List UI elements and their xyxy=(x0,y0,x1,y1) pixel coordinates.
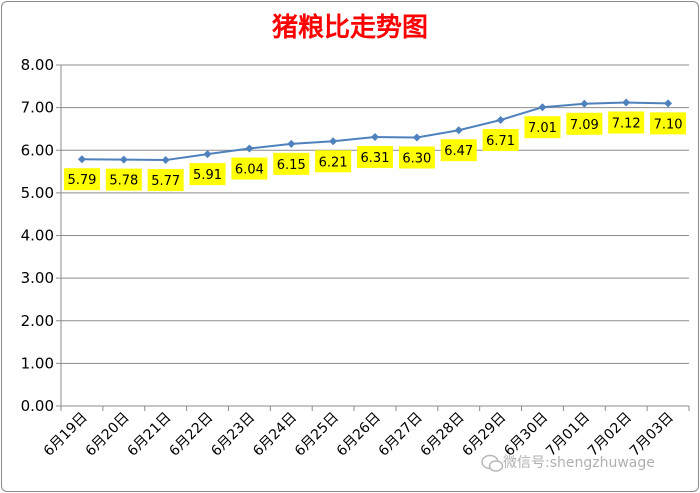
data-label-bg xyxy=(440,139,477,162)
data-label: 7.12 xyxy=(608,111,645,134)
data-label: 5.79 xyxy=(63,168,100,191)
y-axis: 0.00 1.00 2.00 3.00 4.00 5.00 6.00 7.00 8.00 xyxy=(21,56,62,415)
data-label: 6.71 xyxy=(482,128,519,151)
data-point xyxy=(580,99,589,108)
data-label-bg xyxy=(398,146,435,169)
data-label-bg xyxy=(105,168,142,191)
data-point xyxy=(412,133,421,142)
data-label: 5.78 xyxy=(105,168,142,191)
data-label-bg xyxy=(524,116,561,139)
data-labels: 5.79 5.78 5.77 5.91 6.04 6.15 6.21 6.31 6.30 6.47… xyxy=(63,111,687,192)
data-point xyxy=(77,155,86,164)
x-tick-label: 7月01日 xyxy=(543,410,593,460)
data-label-text: 7.12 xyxy=(612,117,641,132)
data-label: 6.30 xyxy=(398,146,435,169)
data-label-text: 5.79 xyxy=(67,173,96,188)
y-tick-label: 7.00 xyxy=(21,99,54,117)
data-label: 6.21 xyxy=(315,150,352,173)
data-point xyxy=(371,133,379,142)
data-point xyxy=(161,156,170,165)
data-label-bg xyxy=(566,112,603,135)
data-label-bg xyxy=(63,168,100,191)
data-label-bg xyxy=(273,152,310,175)
data-point xyxy=(329,137,338,146)
data-label-text: 7.09 xyxy=(570,118,599,133)
data-point xyxy=(664,99,673,108)
data-point xyxy=(245,144,254,153)
x-tick-label: 6月24日 xyxy=(250,410,300,460)
data-label-bg xyxy=(482,128,519,151)
data-point xyxy=(538,103,547,112)
data-point xyxy=(203,150,212,159)
data-label-bg xyxy=(189,163,226,186)
data-label: 6.04 xyxy=(231,157,268,180)
data-label-bg xyxy=(357,146,393,169)
x-tick-label: 6月29日 xyxy=(459,410,509,460)
x-axis: 6月19日6月20日6月21日6月22日6月23日6月24日6月25日6月26日… xyxy=(41,405,690,460)
data-label: 5.77 xyxy=(147,169,184,192)
data-label: 6.31 xyxy=(357,146,393,169)
x-tick-label: 6月27日 xyxy=(376,410,426,460)
x-tick-label: 6月20日 xyxy=(83,410,133,460)
data-label-text: 6.71 xyxy=(486,134,515,149)
data-label: 7.09 xyxy=(566,112,603,135)
data-point xyxy=(622,98,631,107)
data-label-text: 7.01 xyxy=(528,121,557,136)
data-label-text: 6.31 xyxy=(361,151,390,166)
y-tick-label: 1.00 xyxy=(21,354,54,372)
series-line xyxy=(77,98,673,165)
x-tick-label: 6月28日 xyxy=(418,410,468,460)
x-tick-label: 7月02日 xyxy=(585,410,635,460)
x-tick-label: 6月22日 xyxy=(166,410,216,460)
data-label: 7.01 xyxy=(524,116,561,139)
data-label: 6.15 xyxy=(273,152,310,175)
x-tick-label: 6月23日 xyxy=(208,410,258,460)
data-point xyxy=(454,126,463,135)
data-label-bg xyxy=(608,111,645,134)
x-tick-label: 6月26日 xyxy=(334,410,384,460)
data-label-text: 6.21 xyxy=(319,155,348,170)
data-point xyxy=(287,139,296,148)
wechat-icon xyxy=(481,454,504,472)
watermark: 微信号:shengzhuwage xyxy=(481,454,655,472)
y-tick-label: 6.00 xyxy=(21,141,54,159)
data-label-bg xyxy=(315,150,352,173)
x-tick-label: 6月30日 xyxy=(501,410,551,460)
data-label-text: 6.30 xyxy=(402,151,431,166)
x-tick-label: 6月19日 xyxy=(41,410,91,460)
data-label: 7.10 xyxy=(650,112,687,135)
y-tick-label: 2.00 xyxy=(21,312,54,330)
data-point xyxy=(119,155,128,164)
data-label-text: 5.77 xyxy=(151,174,180,189)
y-tick-label: 3.00 xyxy=(21,269,54,287)
data-label-text: 6.47 xyxy=(444,144,473,159)
data-label-text: 5.78 xyxy=(109,174,138,189)
data-label: 6.47 xyxy=(440,139,477,162)
data-label: 5.91 xyxy=(189,163,226,186)
data-label-bg xyxy=(147,169,184,192)
x-tick-label: 6月25日 xyxy=(292,410,342,460)
y-tick-label: 8.00 xyxy=(21,56,54,74)
data-label-text: 7.10 xyxy=(654,117,683,132)
data-point xyxy=(496,115,505,124)
watermark-text: 微信号:shengzhuwage xyxy=(503,455,655,471)
data-label-bg xyxy=(231,157,268,180)
data-label-text: 6.04 xyxy=(235,163,264,178)
data-label-text: 6.15 xyxy=(277,158,306,173)
x-tick-label: 6月21日 xyxy=(124,410,174,460)
data-label-text: 5.91 xyxy=(193,168,222,183)
x-tick-label: 7月03日 xyxy=(627,410,677,460)
chart-title: 猪粮比走势图 xyxy=(272,12,428,43)
data-label-bg xyxy=(650,112,687,135)
y-tick-label: 0.00 xyxy=(21,397,54,415)
y-tick-label: 4.00 xyxy=(21,227,54,245)
y-tick-label: 5.00 xyxy=(21,184,54,202)
